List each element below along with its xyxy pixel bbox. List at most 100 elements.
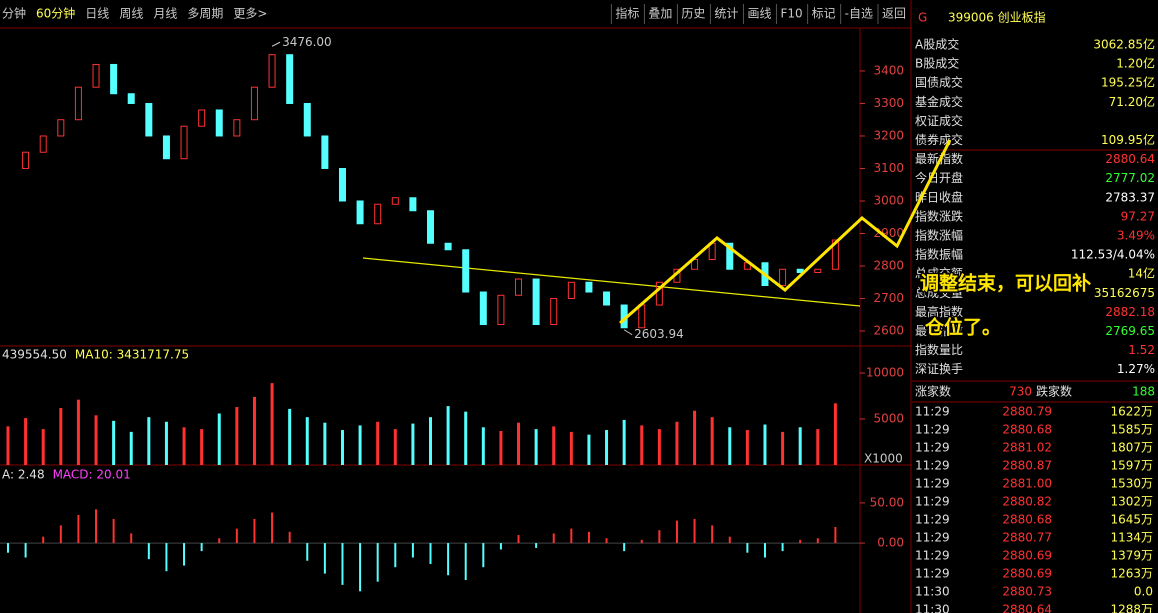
candle: [444, 242, 452, 251]
trade-price: 2880.79: [1002, 405, 1052, 419]
price-marker: 3476.00: [282, 35, 332, 49]
unit-label: X1000: [864, 452, 903, 466]
quote-value: 109.95亿: [1101, 132, 1155, 147]
volume-bar: [605, 430, 609, 465]
quote-label: 最低指数: [915, 323, 963, 338]
toolbar-button[interactable]: 叠加: [648, 7, 672, 21]
trade-volume: 1263万: [1110, 567, 1153, 581]
volume-bar: [129, 431, 133, 465]
trade-volume: 0.0: [1134, 585, 1153, 599]
volume-bar: [798, 427, 802, 465]
trade-volume: 1379万: [1110, 549, 1153, 563]
candle: [567, 281, 575, 300]
volume-bar: [481, 427, 485, 465]
candle: [180, 125, 188, 160]
volume-bar: [288, 408, 292, 465]
trade-price: 2880.69: [1002, 549, 1052, 563]
y-tick-label: 3100: [873, 161, 904, 175]
candle: [303, 102, 311, 137]
volume-bar: [182, 427, 186, 465]
y-tick-label: 2800: [873, 259, 904, 273]
trade-price: 2880.77: [1002, 531, 1052, 545]
quote-value: 14亿: [1128, 266, 1155, 281]
trade-time: 11:29: [915, 549, 950, 563]
volume-bar: [94, 415, 98, 465]
volume-bar: [340, 430, 344, 465]
y-tick-label: 3000: [873, 193, 904, 207]
quote-label: 指数量比: [915, 342, 963, 357]
toolbar-button[interactable]: 返回: [882, 7, 906, 21]
volume-bar: [517, 422, 521, 465]
toolbar-button[interactable]: -自选: [845, 7, 873, 21]
candle: [497, 294, 505, 326]
candle: [532, 278, 540, 326]
volume-bar: [252, 396, 256, 465]
trade-volume: 1134万: [1110, 531, 1153, 545]
toolbar-button[interactable]: 统计: [714, 7, 738, 21]
down-count: 188: [1132, 385, 1155, 399]
y-tick-label: 3200: [873, 128, 904, 142]
volume-bar: [640, 425, 644, 465]
candle: [374, 203, 382, 225]
candle: [74, 86, 82, 121]
trade-volume: 1597万: [1110, 459, 1153, 473]
quote-value: 1.20亿: [1116, 56, 1155, 71]
volume-bar: [6, 426, 10, 465]
trade-volume: 1302万: [1110, 495, 1153, 509]
volume-bar: [763, 424, 767, 465]
toolbar-button[interactable]: 历史: [681, 7, 705, 21]
period-tab[interactable]: 多周期: [187, 7, 223, 21]
period-tab[interactable]: 日线: [85, 7, 109, 21]
period-tab[interactable]: 周线: [119, 7, 143, 21]
volume-bar: [745, 430, 749, 465]
toolbar-button[interactable]: 指标: [615, 6, 639, 21]
quote-value: 3.49%: [1117, 229, 1155, 243]
trade-price: 2880.68: [1002, 423, 1052, 437]
y-tick-label: 2900: [873, 226, 904, 240]
trade-volume: 1622万: [1110, 405, 1153, 419]
marker: [623, 329, 633, 336]
candle: [603, 291, 611, 306]
trade-price: 2880.68: [1002, 513, 1052, 527]
candle: [726, 242, 734, 270]
quote-value: 195.25亿: [1101, 75, 1155, 90]
trade-price: 2881.00: [1002, 477, 1052, 491]
quote-value: 112.53/4.04%: [1071, 248, 1155, 262]
volume-bar: [552, 426, 556, 465]
quote-value: 2880.64: [1105, 152, 1155, 166]
y-tick-label: 0.00: [877, 536, 904, 550]
quote-label: 指数涨幅: [915, 228, 963, 243]
trend-line: [362, 257, 861, 307]
annotation: 仓位了。: [924, 316, 1001, 339]
period-tab[interactable]: 月线: [153, 7, 177, 21]
quote-label: 深证换手: [915, 362, 963, 376]
trade-time: 11:29: [915, 513, 950, 527]
panel-header: A: 2.48: [2, 468, 45, 482]
volume-bar: [41, 429, 45, 465]
candle: [92, 63, 100, 88]
candle: [427, 210, 434, 244]
candle: [198, 109, 206, 127]
volume-bar: [112, 420, 116, 465]
toolbar-button[interactable]: F10: [780, 7, 802, 21]
trade-volume: 1645万: [1110, 513, 1153, 527]
y-tick-label: 3300: [873, 96, 904, 110]
period-tab[interactable]: 60分钟: [36, 6, 75, 21]
quote-value: 3062.85亿: [1093, 37, 1155, 52]
period-tab[interactable]: 更多>: [233, 7, 267, 21]
volume-bar: [675, 421, 679, 465]
volume-bar: [446, 406, 450, 465]
toolbar-button[interactable]: 画线: [747, 7, 771, 21]
toolbar-button[interactable]: 标记: [812, 7, 836, 21]
trade-price: 2881.02: [1002, 441, 1052, 455]
candle: [550, 298, 558, 326]
candle: [22, 151, 30, 169]
candle: [479, 291, 487, 326]
quote-value: 2777.02: [1105, 171, 1155, 185]
quote-label: 最高指数: [915, 304, 963, 319]
quote-label: 最新指数: [915, 151, 963, 166]
volume-bar: [534, 429, 538, 465]
period-tab[interactable]: 分钟: [2, 6, 26, 21]
